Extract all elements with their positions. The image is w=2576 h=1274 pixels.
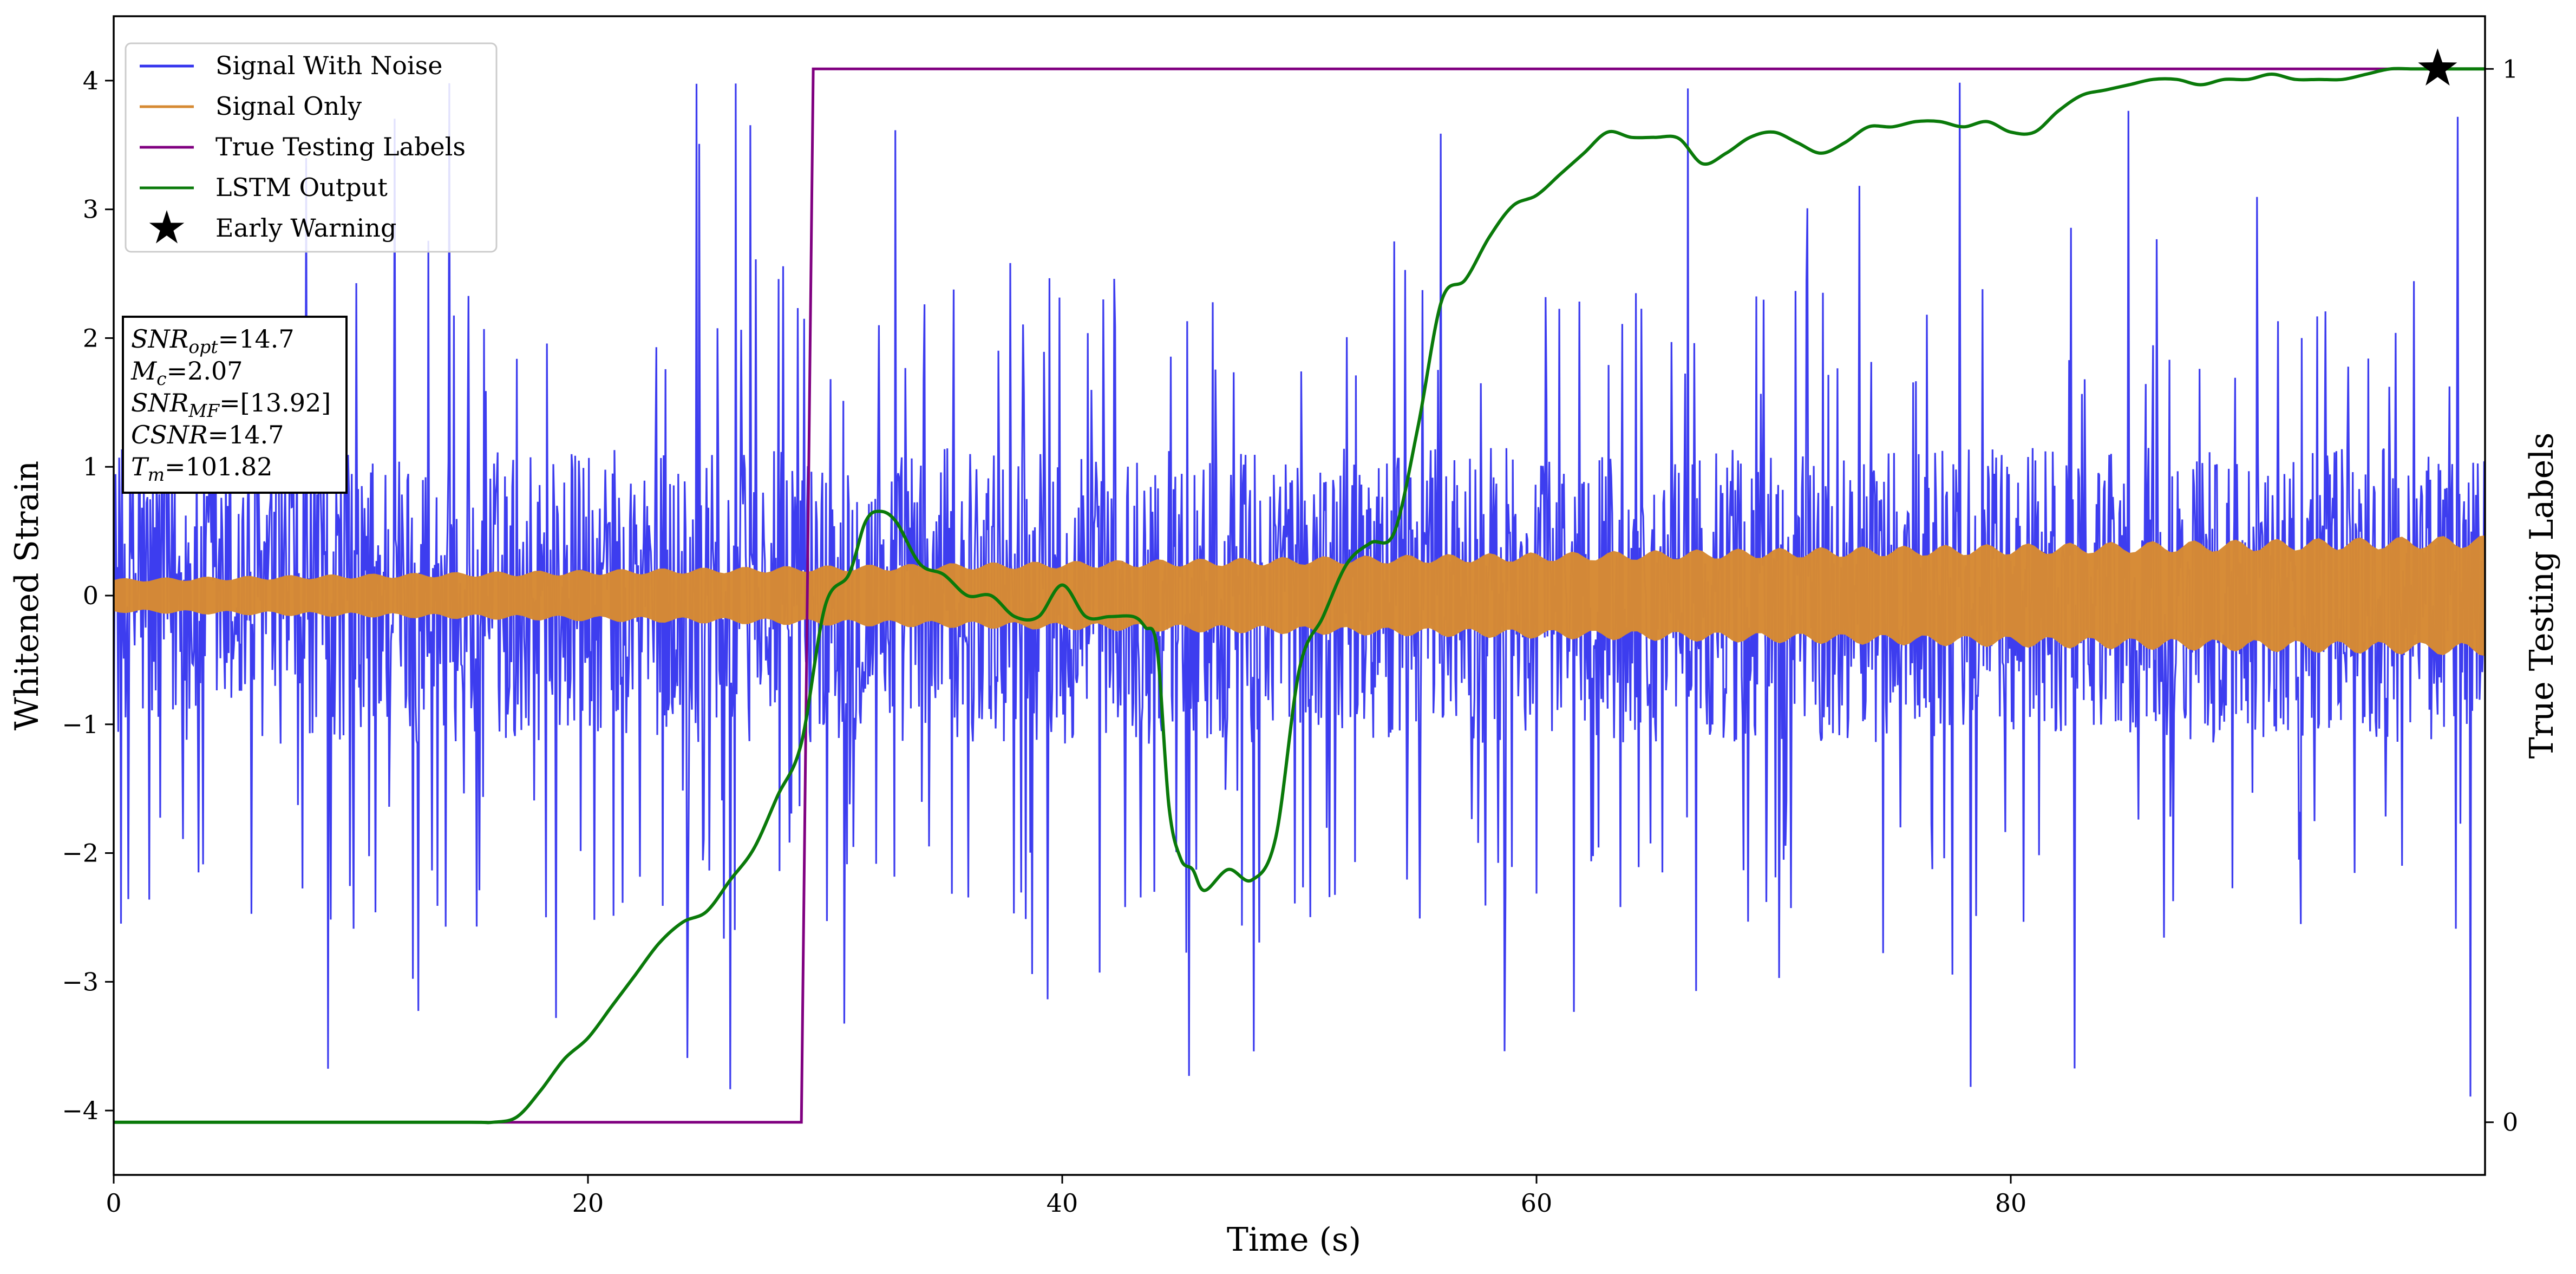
series-early-warning	[2418, 48, 2457, 86]
y-tick-label: −3	[62, 967, 99, 996]
series-signal-only	[114, 535, 2485, 656]
y-tick-label: 4	[83, 66, 99, 95]
legend-label: Early Warning	[215, 213, 396, 243]
annotation-frame	[122, 316, 348, 494]
x-tick-label: 20	[572, 1188, 604, 1218]
y-tick-label: 1	[83, 452, 99, 481]
legend-entry: LSTM Output	[140, 173, 388, 202]
legend-entry: Signal With Noise	[140, 51, 442, 80]
x-tick-label: 40	[1047, 1188, 1078, 1218]
y2-tick-label: 0	[2502, 1108, 2518, 1137]
x-axis-label: Time (s)	[1227, 1221, 1361, 1259]
legend-entry: Early Warning	[149, 210, 396, 244]
y-tick-label: 3	[83, 195, 99, 224]
annotation-line: Mc=2.07	[130, 356, 243, 389]
early-warning-marker	[2418, 48, 2457, 86]
y-tick-label: −4	[62, 1096, 99, 1125]
legend: Signal With Noise Signal Only True Testing…	[125, 42, 498, 253]
x-tick-label: 0	[106, 1188, 121, 1218]
legend-label: Signal Only	[215, 92, 362, 121]
y-axis-left: −4 −3 −2 −1 0 1 2 3 4	[62, 66, 114, 1125]
legend-entry: True Testing Labels	[140, 132, 466, 161]
y2-axis-label: True Testing Labels	[2523, 433, 2561, 759]
y-tick-label: −2	[62, 839, 99, 868]
x-tick-label: 60	[1521, 1188, 1553, 1218]
x-tick-label: 80	[1995, 1188, 2027, 1218]
lstm-output-line	[114, 67, 2485, 1125]
y-tick-label: −1	[62, 710, 99, 739]
series-lstm-output	[114, 67, 2485, 1125]
annotation-line: CSNR=14.7	[131, 420, 284, 449]
y-axis-label: Whitened Strain	[8, 461, 46, 730]
legend-label: Signal With Noise	[215, 51, 442, 80]
plot-area	[114, 48, 2485, 1125]
legend-label: True Testing Labels	[215, 132, 466, 161]
y2-tick-label: 1	[2502, 54, 2518, 83]
y-tick-label: 2	[83, 323, 99, 352]
y-tick-label: 0	[83, 581, 99, 610]
legend-box	[125, 42, 498, 253]
signal-only-band	[114, 535, 2485, 656]
legend-label: LSTM Output	[215, 173, 388, 202]
legend-swatch	[149, 210, 185, 244]
legend-entry: Signal Only	[140, 92, 362, 121]
annotation-line: SNRMF=[13.92]	[131, 388, 331, 421]
x-axis: 0 20 40 60 80	[106, 1175, 2026, 1218]
annotation-box: SNRopt=14.7Mc=2.07SNRMF=[13.92]CSNR=14.7…	[122, 316, 348, 494]
annotation-line: SNRopt=14.7	[131, 324, 295, 357]
y-axis-right: 01	[2485, 54, 2518, 1137]
annotation-line: Tm=101.82	[131, 452, 272, 485]
